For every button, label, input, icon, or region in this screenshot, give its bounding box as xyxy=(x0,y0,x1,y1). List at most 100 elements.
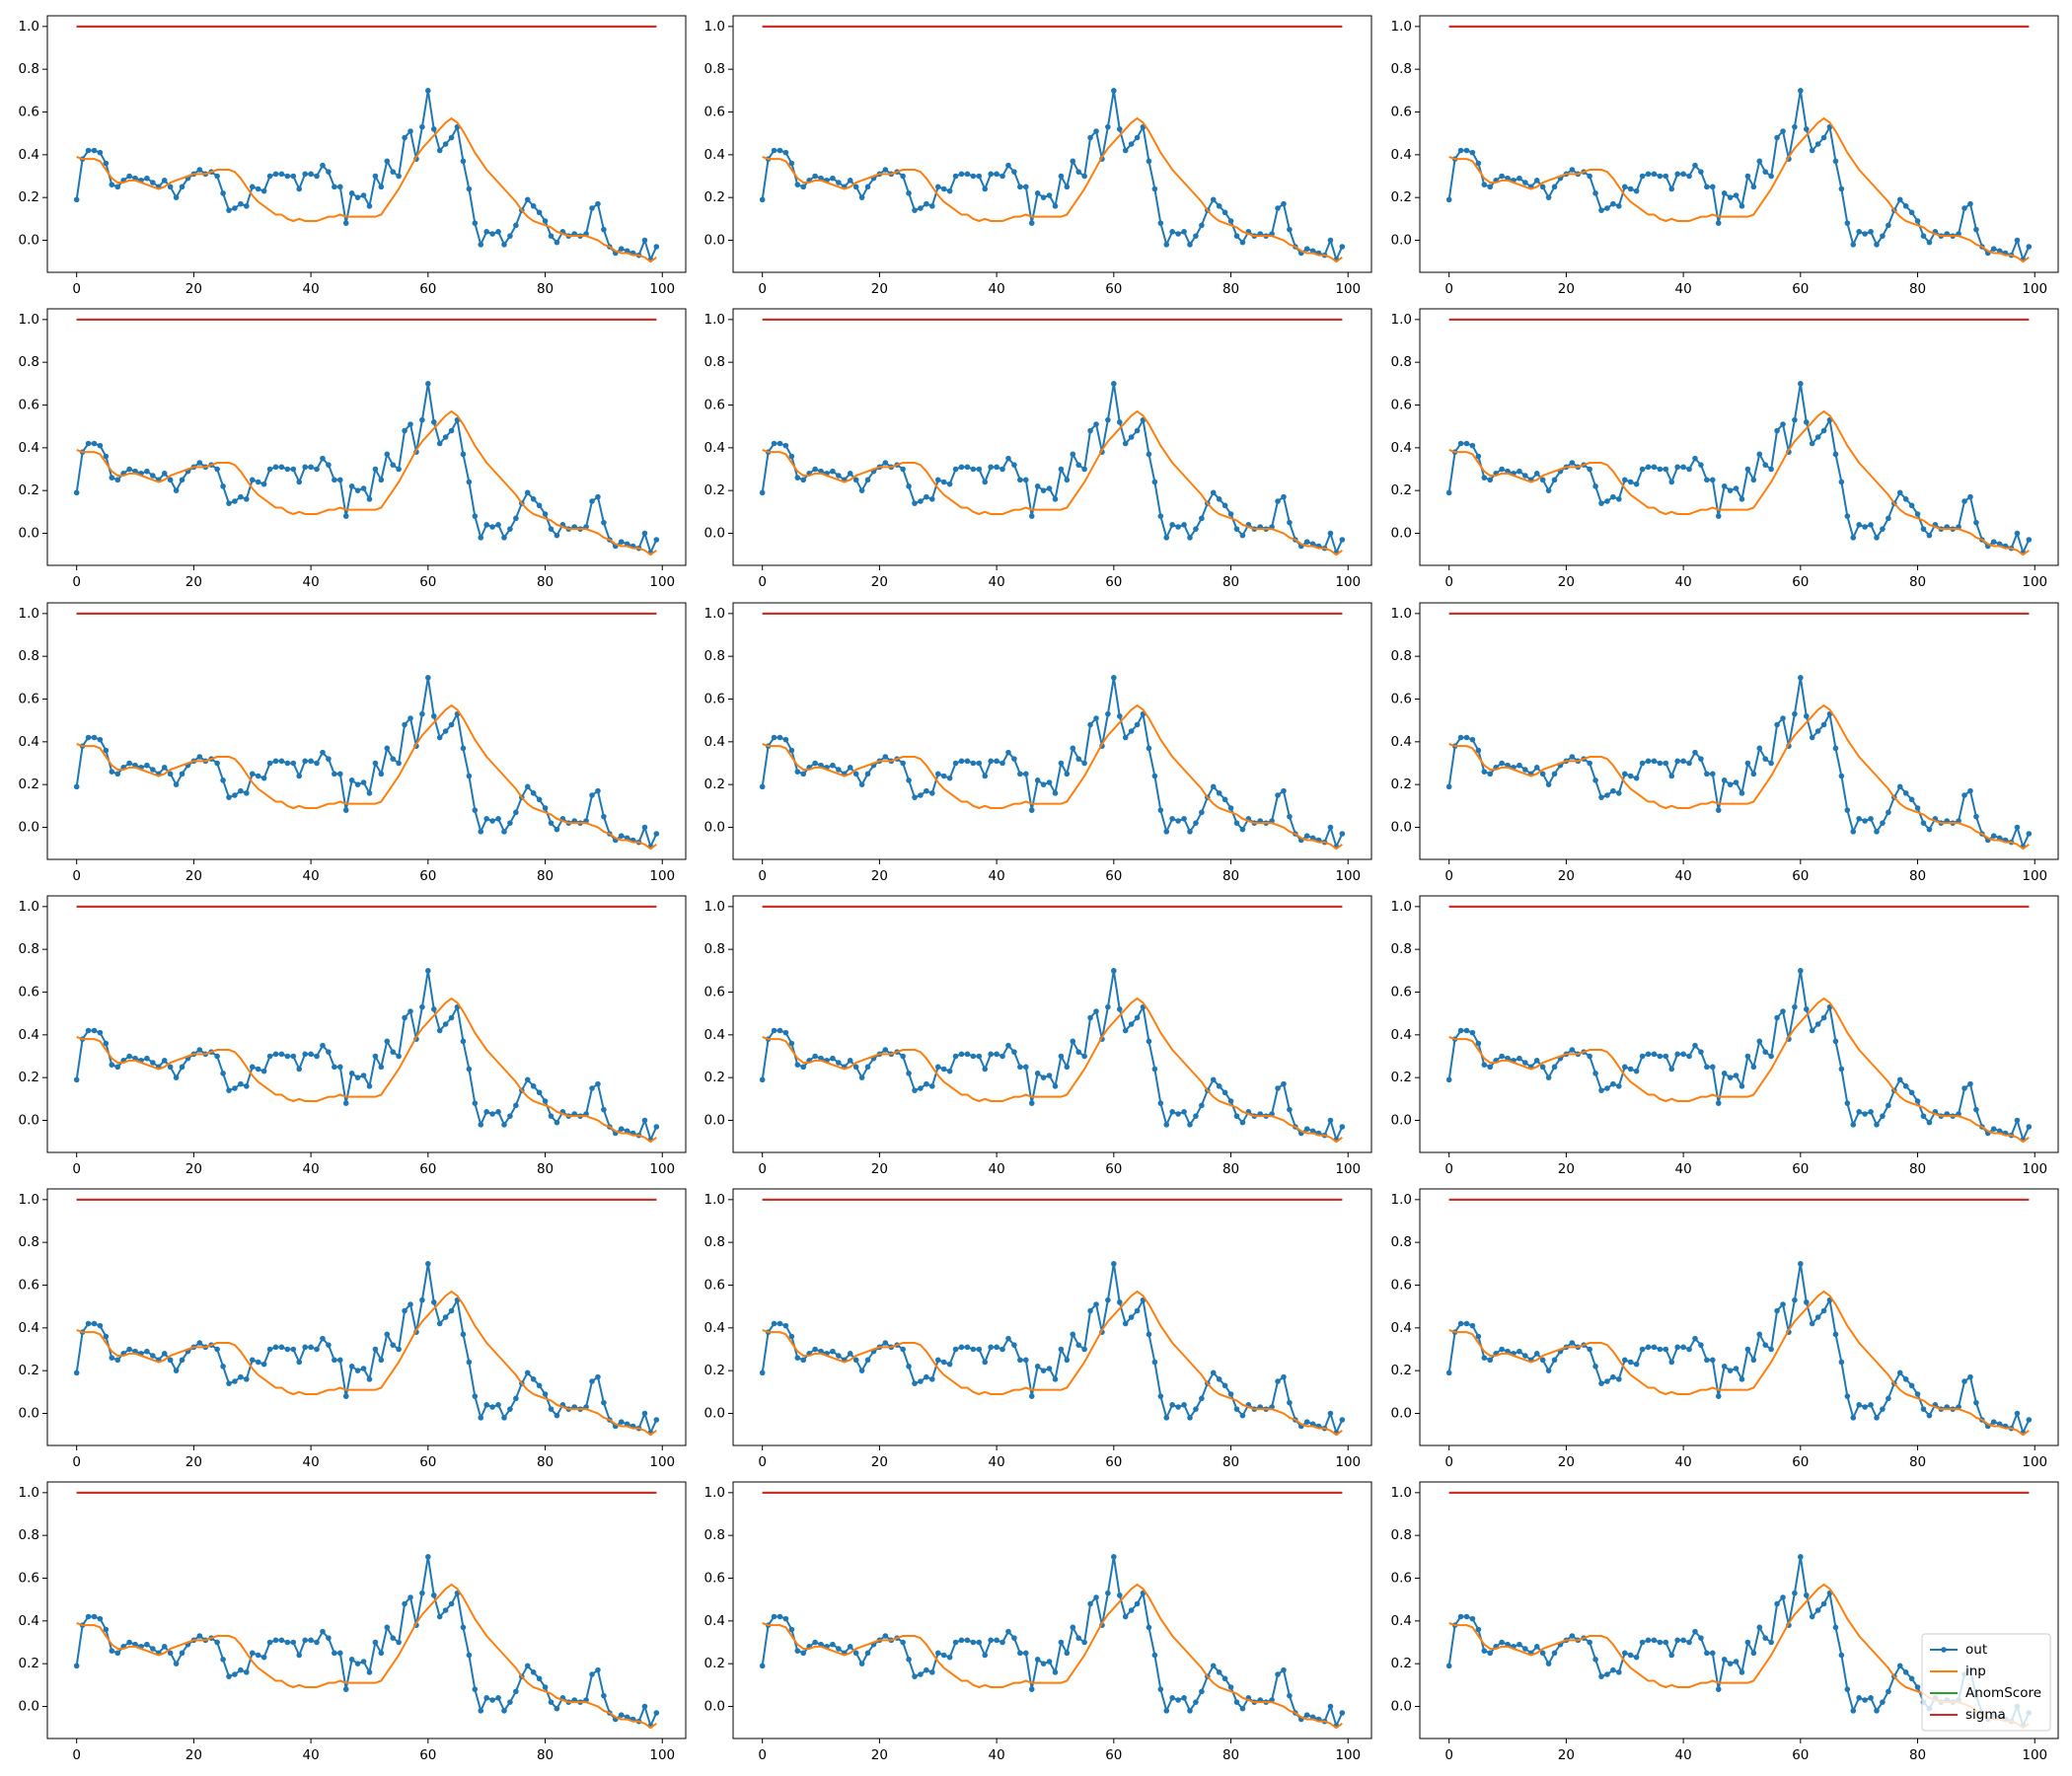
y-tick-label: 0.4 xyxy=(704,1320,725,1336)
point xyxy=(1539,1357,1546,1364)
y-tick-label: 0.6 xyxy=(704,692,725,707)
point xyxy=(994,171,999,178)
point xyxy=(1539,1650,1546,1657)
y-tick-label: 0.0 xyxy=(19,820,39,836)
point xyxy=(601,1692,607,1699)
point xyxy=(1774,134,1780,141)
point xyxy=(167,184,174,190)
point xyxy=(924,1666,929,1673)
point xyxy=(1721,190,1728,196)
point xyxy=(794,1648,801,1654)
point xyxy=(308,758,314,765)
y-tick-label: 0.6 xyxy=(19,1571,39,1587)
legend-label: sigma xyxy=(1965,1707,2006,1723)
point xyxy=(906,1364,912,1369)
x-tick-label: 100 xyxy=(2022,1454,2047,1470)
point xyxy=(1070,1624,1076,1631)
point xyxy=(436,1027,443,1034)
point xyxy=(836,767,842,773)
point xyxy=(308,1637,314,1644)
point xyxy=(782,1029,789,1036)
point xyxy=(91,734,98,741)
point xyxy=(320,1628,326,1635)
point xyxy=(1610,787,1616,794)
point xyxy=(1487,1064,1494,1071)
series-line xyxy=(761,1263,1344,1436)
series-line xyxy=(1447,1263,2031,1436)
point xyxy=(2026,1417,2033,1423)
point xyxy=(1856,1402,1862,1408)
point xyxy=(836,180,842,185)
point xyxy=(1598,500,1604,506)
y-tick-label: 0.0 xyxy=(19,1406,39,1422)
point xyxy=(1181,522,1187,528)
point xyxy=(1990,833,1997,839)
point xyxy=(812,760,818,767)
point xyxy=(1920,820,1927,826)
point xyxy=(1698,462,1704,468)
point xyxy=(173,1368,180,1373)
y-tick-label: 0.6 xyxy=(704,1571,725,1587)
point xyxy=(524,489,531,496)
point xyxy=(1604,792,1610,798)
x-tick-label: 80 xyxy=(537,281,554,297)
point xyxy=(1028,220,1035,226)
axes-frame xyxy=(732,602,1372,860)
point xyxy=(589,792,595,798)
point xyxy=(1116,1006,1123,1012)
point xyxy=(507,1699,513,1705)
point xyxy=(1163,1415,1170,1421)
point xyxy=(1621,771,1628,777)
point xyxy=(1533,1644,1540,1650)
point xyxy=(1886,809,1891,816)
point xyxy=(1704,184,1710,190)
x-tick-label: 80 xyxy=(1909,868,1926,884)
point xyxy=(73,783,80,790)
x-tick-label: 60 xyxy=(1105,281,1122,297)
point xyxy=(1087,1307,1093,1314)
y-tick-label: 0.2 xyxy=(19,777,39,792)
point xyxy=(478,1122,484,1128)
point xyxy=(1227,218,1234,224)
point xyxy=(1862,1111,1868,1117)
x-tick-label: 20 xyxy=(185,868,202,884)
point xyxy=(354,1074,361,1080)
point xyxy=(1187,1708,1193,1714)
point xyxy=(1040,487,1047,493)
point xyxy=(1128,1607,1135,1613)
point xyxy=(1727,1368,1734,1373)
x-tick-label: 0 xyxy=(758,1747,767,1763)
point xyxy=(278,464,285,471)
point xyxy=(1175,231,1181,237)
point xyxy=(934,184,941,190)
point xyxy=(1487,771,1494,777)
point xyxy=(900,173,906,180)
point xyxy=(366,1083,373,1089)
point xyxy=(1686,1346,1692,1353)
point xyxy=(800,771,807,777)
point xyxy=(1820,134,1827,141)
point xyxy=(1792,123,1798,130)
point xyxy=(1469,1322,1476,1329)
point xyxy=(929,1669,935,1675)
point xyxy=(836,473,842,479)
point xyxy=(1886,515,1891,522)
point xyxy=(1093,1008,1099,1014)
point xyxy=(918,1378,924,1384)
point xyxy=(1457,147,1464,154)
point xyxy=(436,1320,443,1327)
y-tick-label: 0.6 xyxy=(1391,1571,1412,1587)
point xyxy=(777,440,783,447)
point xyxy=(1111,88,1117,94)
point xyxy=(85,1613,92,1620)
y-tick-label: 1.0 xyxy=(1391,1485,1412,1501)
legend-label: out xyxy=(1965,1642,1987,1658)
point xyxy=(1058,1639,1065,1646)
point xyxy=(788,160,795,167)
point xyxy=(1551,1064,1558,1071)
point xyxy=(782,1322,789,1329)
point xyxy=(1134,1600,1141,1607)
point xyxy=(1146,745,1152,752)
